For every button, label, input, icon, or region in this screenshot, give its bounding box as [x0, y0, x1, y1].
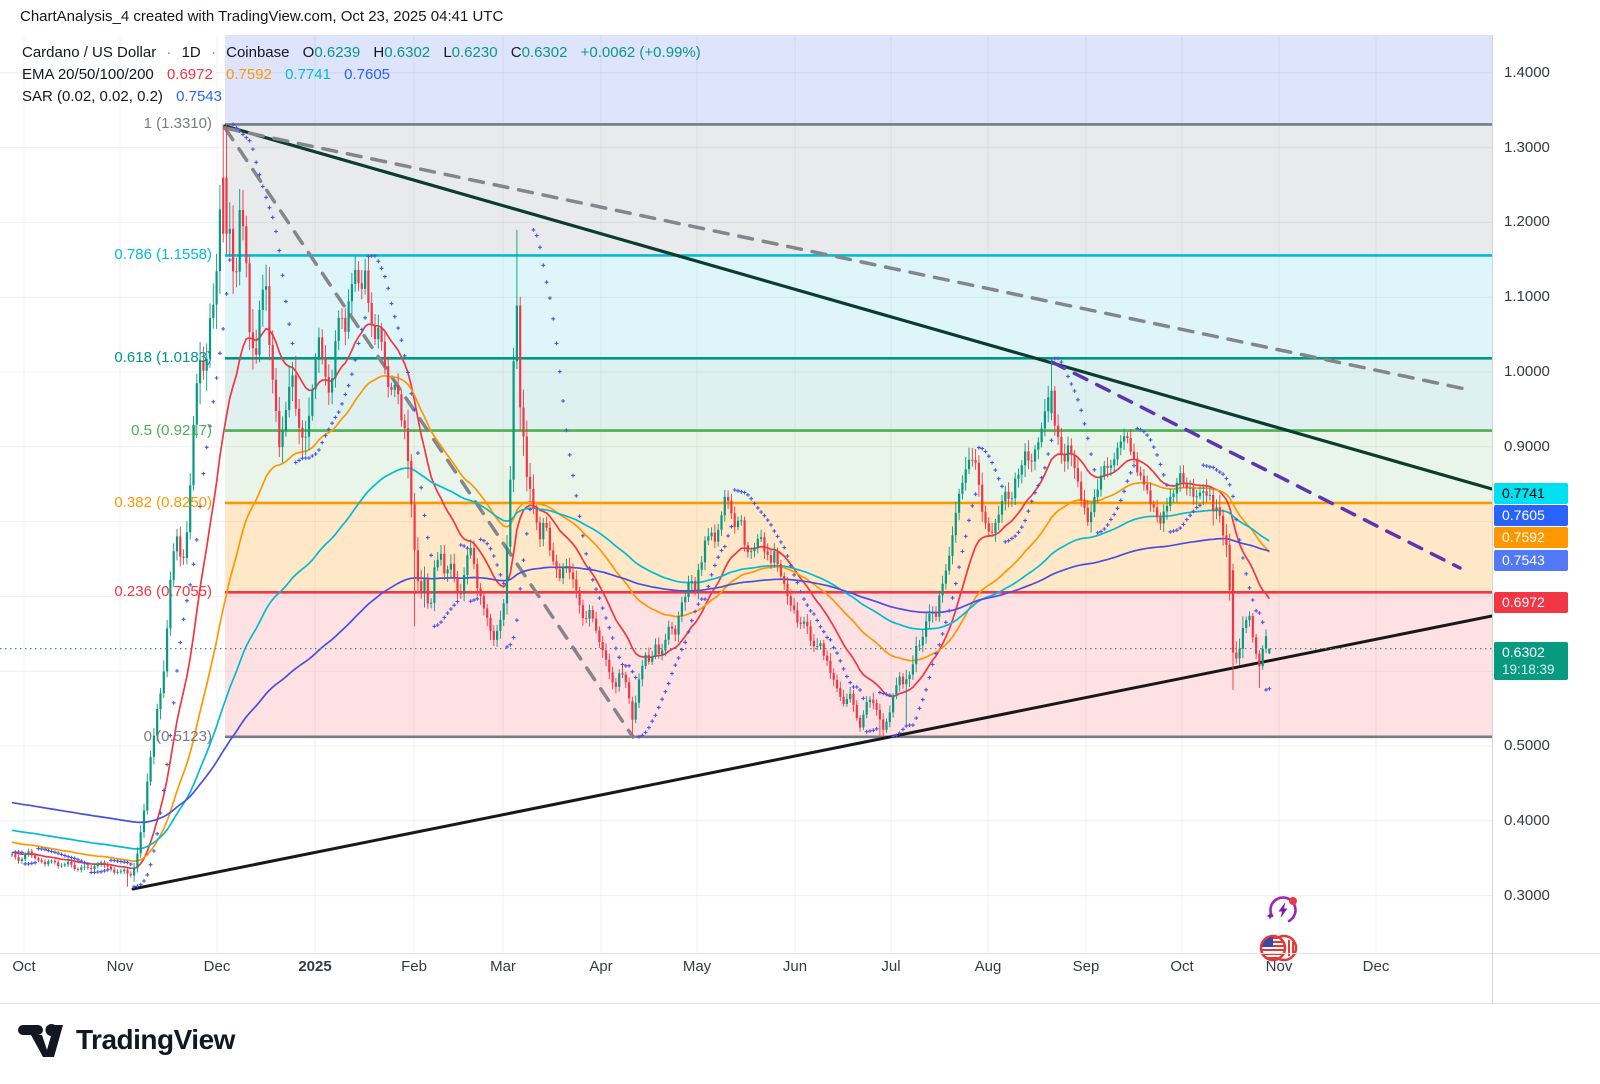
sar-value: 0.7543 — [176, 88, 222, 105]
ema100-line — [11, 467, 1270, 850]
fib-level-label[interactable]: 0.236 (0.7055) — [114, 583, 212, 601]
legend-separator: · — [166, 44, 172, 61]
close-label: C — [510, 44, 522, 61]
legend-ema-line[interactable]: EMA 20/50/100/200 0.6972 0.7592 0.7741 0… — [22, 64, 701, 86]
price-tick-label: 1.1000 — [1504, 288, 1550, 306]
fib-bands-layer — [225, 35, 1492, 737]
tradingview-logo-icon[interactable] — [18, 1019, 64, 1061]
downtrend-dashed-gray-long[interactable] — [223, 126, 1472, 392]
time-axis-label: Feb — [401, 958, 427, 975]
us-flag-coins-event-icon[interactable] — [1259, 934, 1298, 962]
fib-level-label[interactable]: 0.382 (0.8250) — [114, 493, 212, 511]
ema50-value: 0.7592 — [226, 66, 272, 83]
high-value: 0.6302 — [384, 44, 431, 61]
high-label: H — [373, 44, 385, 61]
downtrend-solid-dark-green[interactable] — [223, 124, 1492, 491]
time-axis-label: Jun — [782, 958, 808, 975]
fib-level-label[interactable]: 0.786 (1.1558) — [114, 246, 212, 264]
ai-flash-event-icon[interactable] — [1266, 896, 1297, 923]
ema50-line — [11, 374, 1270, 862]
timeframe-value[interactable]: 1D — [181, 44, 201, 61]
price-tick-label: 1.2000 — [1504, 213, 1550, 231]
time-axis-label: Mar — [490, 958, 516, 975]
ema-indicator-label[interactable]: EMA 20/50/100/200 — [22, 66, 154, 83]
ema100-value: 0.7741 — [285, 66, 331, 83]
fib-level-label[interactable]: 0.5 (0.9217) — [131, 421, 212, 439]
downtrend-dashed-purple[interactable] — [1050, 360, 1462, 570]
legend-symbol-line[interactable]: Cardano / US Dollar · 1D · Coinbase O0.6… — [22, 42, 701, 64]
price-tick-label: 0.3000 — [1504, 886, 1550, 904]
low-label: L — [443, 44, 452, 61]
grid-layer — [0, 35, 1492, 953]
time-axis-label: Sep — [1072, 958, 1100, 975]
chart-pane[interactable] — [0, 0, 1492, 1003]
open-value: 0.6239 — [314, 44, 361, 61]
sar-price-badge[interactable]: 0.7543 — [1494, 549, 1568, 571]
time-axis-label: 2025 — [298, 958, 332, 975]
change-value: +0.0062 (+0.99%) — [580, 44, 701, 61]
ema-lines-layer — [11, 323, 1270, 870]
time-axis-label: Apr — [589, 958, 613, 975]
downtrend-dashed-gray-steep[interactable] — [223, 126, 635, 739]
tradingview-logo-text[interactable]: TradingView — [76, 1024, 235, 1055]
legend-separator: · — [210, 44, 216, 61]
sar-dots-layer — [13, 122, 1272, 889]
price-tick-label: 0.4000 — [1504, 811, 1550, 829]
time-axis-label: Nov — [1265, 958, 1293, 975]
price-tick-label: 0.5000 — [1504, 737, 1550, 754]
open-label: O — [302, 44, 315, 61]
trend-lines-layer — [131, 124, 1492, 891]
time-axis-label: Dec — [1362, 958, 1390, 975]
ema200-line — [11, 537, 1270, 824]
time-axis-label: Nov — [106, 958, 134, 975]
close-value: 0.6302 — [521, 44, 568, 61]
exchange-name[interactable]: Coinbase — [226, 44, 290, 61]
sar-indicator-label[interactable]: SAR (0.02, 0.02, 0.2) — [22, 88, 163, 105]
fib-level-label[interactable]: 0 (0.5123) — [143, 727, 212, 745]
sar-crosses — [13, 122, 1272, 889]
page-title: ChartAnalysis_4 created with TradingView… — [20, 8, 504, 25]
price-tick-label: 1.0000 — [1504, 363, 1550, 380]
time-axis-label: Aug — [974, 958, 1002, 975]
time-axis-label: Oct — [12, 958, 36, 975]
time-axis-label: Dec — [203, 958, 231, 975]
legend-sar-line[interactable]: SAR (0.02, 0.02, 0.2) 0.7543 — [22, 86, 701, 108]
time-axis-label: Jul — [881, 958, 901, 975]
ema20-value: 0.6972 — [166, 66, 213, 83]
last-price-badge[interactable]: 0.6302 19:18:39 — [1494, 642, 1568, 680]
ema100-price-badge[interactable]: 0.7741 — [1494, 482, 1568, 504]
symbol-name[interactable]: Cardano / US Dollar — [22, 44, 157, 61]
ema200-price-badge[interactable]: 0.7605 — [1494, 504, 1568, 526]
price-tick-label: 1.3000 — [1504, 138, 1550, 156]
low-value: 0.6230 — [451, 44, 498, 61]
price-axis-border — [1492, 35, 1493, 1003]
time-axis-label: Oct — [1170, 958, 1194, 975]
ema50-price-badge[interactable]: 0.7592 — [1494, 526, 1568, 548]
candles-layer — [10, 124, 1271, 887]
time-axis-label: May — [682, 958, 712, 975]
ema20-line — [11, 323, 1270, 870]
time-axis-border — [0, 953, 1600, 954]
uptrend-solid-black[interactable] — [131, 614, 1492, 891]
footer: TradingView — [18, 1016, 235, 1064]
ema200-value: 0.7605 — [344, 66, 391, 83]
fib-level-label[interactable]: 0.618 (1.0183) — [114, 349, 212, 367]
fib-level-label[interactable]: 1 (1.3310) — [143, 115, 212, 133]
footer-divider — [0, 1003, 1600, 1004]
ema20-price-badge[interactable]: 0.6972 — [1494, 591, 1568, 613]
price-tick-label: 1.4000 — [1504, 63, 1550, 81]
fib-lines-layer — [225, 123, 1492, 739]
price-tick-label: 0.9000 — [1504, 437, 1550, 455]
chart-legend: Cardano / US Dollar · 1D · Coinbase O0.6… — [22, 42, 701, 108]
